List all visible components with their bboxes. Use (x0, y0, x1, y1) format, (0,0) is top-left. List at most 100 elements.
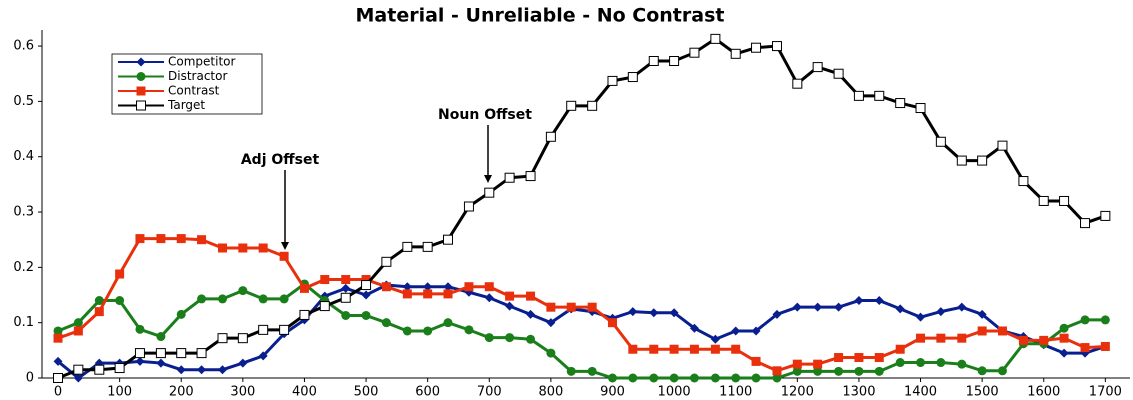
series-line (57, 283, 1106, 380)
data-point (997, 140, 1008, 151)
data-point (402, 282, 412, 292)
data-point (792, 302, 802, 312)
legend-marker (136, 57, 146, 67)
data-point (1100, 210, 1111, 221)
data-point (853, 90, 864, 101)
data-point (792, 78, 803, 89)
legend-marker (136, 72, 146, 81)
data-point (813, 359, 823, 369)
data-point (134, 348, 145, 359)
data-point (94, 364, 105, 375)
data-point (874, 366, 884, 376)
data-point (176, 234, 186, 244)
series-line (57, 282, 1106, 380)
legend-marker (136, 86, 146, 96)
data-point (176, 365, 186, 375)
data-point (238, 286, 248, 296)
data-point (442, 234, 453, 245)
data-point (1018, 335, 1028, 345)
data-point (464, 282, 474, 292)
data-point (1059, 195, 1070, 206)
y-tick-label: 0.2 (13, 260, 34, 275)
data-point (423, 326, 433, 336)
data-point (135, 234, 145, 244)
data-point (834, 353, 844, 363)
data-point (833, 68, 844, 79)
data-point (381, 256, 392, 267)
data-point (238, 358, 248, 368)
data-point (607, 373, 617, 383)
data-point (319, 301, 330, 312)
annotation: Adj Offset (241, 152, 320, 168)
data-point (1080, 218, 1091, 229)
data-point (874, 353, 884, 363)
data-point (237, 333, 248, 344)
data-point (505, 291, 515, 301)
data-point (689, 323, 699, 333)
data-point (895, 304, 905, 314)
data-point (956, 155, 967, 166)
data-point (977, 366, 987, 376)
data-point (751, 326, 761, 336)
data-point (505, 301, 515, 311)
y-tick-label: 0 (26, 371, 34, 386)
data-point (443, 282, 453, 292)
data-point (566, 366, 576, 376)
data-point (156, 358, 166, 368)
series-line (57, 237, 1106, 373)
x-tick-label: 1500 (966, 385, 999, 400)
data-point (854, 366, 864, 376)
data-point (258, 294, 268, 304)
data-point (1100, 341, 1110, 351)
data-point (526, 334, 536, 344)
x-tick-label: 1600 (1027, 385, 1060, 400)
data-point (792, 359, 802, 369)
y-tick-label: 0.6 (13, 39, 34, 54)
x-tick-label: 1700 (1089, 385, 1122, 400)
data-point (1059, 333, 1069, 343)
data-point (238, 243, 248, 253)
x-tick-label: 400 (292, 385, 317, 400)
data-point (73, 318, 83, 328)
data-point (587, 302, 597, 312)
data-point (320, 275, 330, 285)
data-point (689, 344, 699, 354)
data-point (1080, 343, 1090, 353)
data-point (607, 75, 618, 86)
data-point (381, 282, 391, 292)
data-point (812, 62, 823, 73)
data-point (73, 373, 83, 383)
data-point (505, 333, 515, 343)
data-point (53, 373, 64, 383)
x-tick-label: 500 (354, 385, 379, 400)
data-point (587, 366, 597, 376)
data-point (936, 358, 946, 368)
data-point (463, 201, 474, 212)
data-point (627, 72, 638, 83)
data-point (771, 41, 782, 52)
data-point (628, 307, 638, 317)
data-point (710, 373, 720, 383)
data-point (751, 356, 761, 366)
legend-label: Target (167, 98, 205, 112)
data-point (258, 324, 269, 335)
data-point (361, 310, 371, 320)
data-point (710, 344, 720, 354)
data-point (566, 302, 576, 312)
annotation-arrowhead (484, 175, 492, 183)
data-point (977, 326, 987, 336)
data-point (526, 309, 536, 319)
data-point (1038, 195, 1049, 206)
x-tick-label: 800 (538, 385, 563, 400)
data-point (751, 373, 761, 383)
data-point (895, 344, 905, 354)
data-point (669, 56, 680, 67)
data-point (94, 296, 104, 306)
data-point (772, 373, 782, 383)
data-point (772, 366, 782, 376)
data-point (772, 309, 782, 319)
annotation: Noun Offset (438, 107, 532, 123)
data-point (197, 365, 207, 375)
data-point (874, 90, 885, 101)
